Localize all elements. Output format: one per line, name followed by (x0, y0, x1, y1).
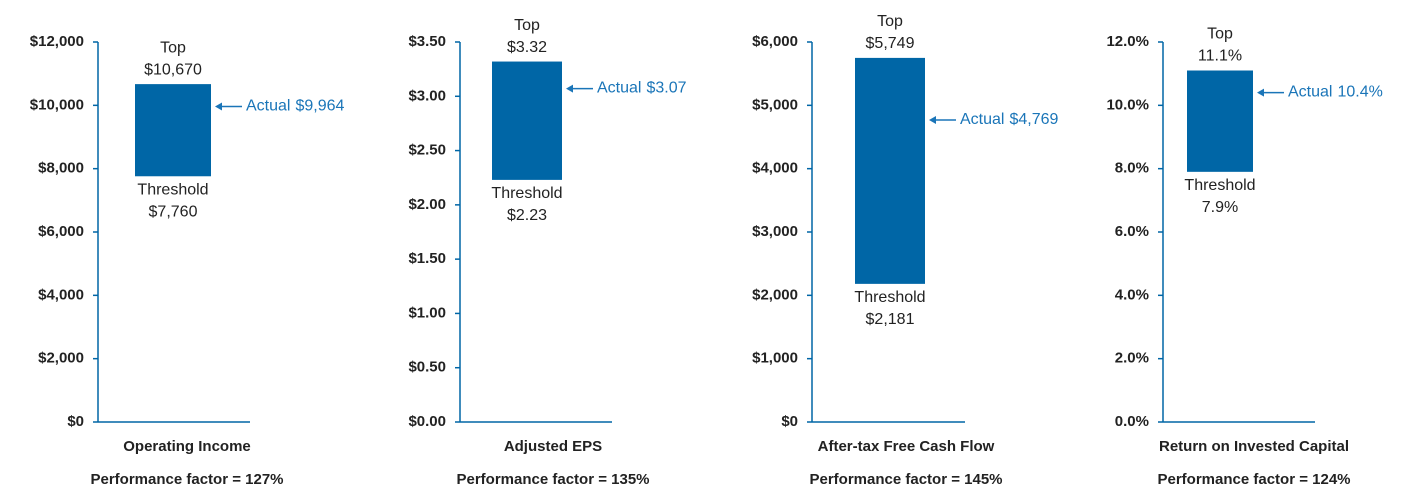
y-tick-label: 8.0% (1115, 160, 1149, 177)
y-tick-label: $3.50 (408, 33, 446, 50)
y-tick-label: $2,000 (38, 350, 84, 367)
y-tick-label: $4,000 (752, 160, 798, 177)
y-tick-label: $1,000 (752, 350, 798, 367)
arrow-head (929, 115, 936, 124)
top-label: Top (1207, 26, 1233, 43)
top-value: $10,670 (144, 61, 202, 78)
y-tick-label: $1.50 (408, 250, 446, 267)
y-tick-label: 10.0% (1106, 96, 1149, 113)
arrow-head (1257, 88, 1264, 97)
threshold-value: 7.9% (1202, 199, 1238, 216)
panel: 0.0% 2.0% 4.0% 6.0% 8.0% 10.0% 12.0% Top 11.1% Th… (1106, 26, 1382, 488)
y-tick-label: $10,000 (30, 96, 84, 113)
panel: $0.00 $0.50 $1.00 $1.50 $2.00 $2.50 $3.00 $3.50… (408, 17, 686, 488)
y-tick-label: 6.0% (1115, 223, 1149, 240)
chart-title: Adjusted EPS (504, 438, 602, 455)
threshold-label: Threshold (854, 289, 925, 306)
y-tick-label: 0.0% (1115, 413, 1149, 430)
actual-value: 10.4% (1337, 84, 1382, 101)
actual-label: Actual $9,964 (246, 98, 345, 115)
top-value: $5,749 (866, 35, 915, 52)
arrow-head (566, 84, 573, 93)
chart-subtitle: Performance factor = 124% (1157, 471, 1350, 488)
y-tick-label: $12,000 (30, 33, 84, 50)
top-label: Top (514, 17, 540, 34)
y-tick-label: 2.0% (1115, 350, 1149, 367)
y-tick-label: $1.00 (408, 304, 446, 321)
panel: $0 $1,000 $2,000 $3,000 $4,000 $5,000 $6,000 To… (752, 13, 1058, 488)
y-tick-label: $6,000 (38, 223, 84, 240)
top-label: Top (160, 39, 186, 56)
actual-word: Actual (1288, 84, 1332, 101)
y-tick-label: $0 (67, 413, 84, 430)
range-bar (492, 61, 562, 180)
actual-word: Actual (960, 111, 1004, 128)
range-bar (135, 84, 211, 177)
chart-subtitle: Performance factor = 135% (456, 471, 649, 488)
range-bar (1187, 70, 1253, 172)
actual-label: Actual $3.07 (597, 80, 687, 97)
threshold-value: $7,760 (149, 203, 198, 220)
y-tick-label: $6,000 (752, 33, 798, 50)
actual-value: $3.07 (646, 80, 686, 97)
threshold-label: Threshold (491, 185, 562, 202)
y-tick-label: $2.00 (408, 196, 446, 213)
threshold-label: Threshold (1184, 177, 1255, 194)
threshold-value: $2,181 (866, 311, 915, 328)
chart-title: Operating Income (123, 438, 251, 455)
actual-label: Actual $4,769 (960, 111, 1059, 128)
y-tick-label: $2.50 (408, 142, 446, 159)
chart-title: Return on Invested Capital (1159, 438, 1349, 455)
chart-subtitle: Performance factor = 145% (809, 471, 1002, 488)
actual-word: Actual (597, 80, 641, 97)
y-tick-label: $8,000 (38, 160, 84, 177)
panel: $0 $2,000 $4,000 $6,000 $8,000 $10,000 $12,000… (30, 33, 345, 488)
y-tick-label: $0.00 (408, 413, 446, 430)
chart-subtitle: Performance factor = 127% (90, 471, 283, 488)
top-label: Top (877, 13, 903, 30)
top-value: 11.1% (1198, 48, 1242, 65)
y-tick-label: $5,000 (752, 96, 798, 113)
threshold-value: $2.23 (507, 207, 547, 224)
y-tick-label: $4,000 (38, 286, 84, 303)
range-bar (855, 57, 925, 284)
actual-value: $9,964 (295, 98, 344, 115)
y-tick-label: $0 (781, 413, 798, 430)
actual-label: Actual 10.4% (1288, 84, 1383, 101)
actual-word: Actual (246, 98, 290, 115)
actual-value: $4,769 (1009, 111, 1058, 128)
y-tick-label: 4.0% (1115, 286, 1149, 303)
y-tick-label: $3,000 (752, 223, 798, 240)
threshold-label: Threshold (137, 181, 208, 198)
y-tick-label: $0.50 (408, 359, 446, 376)
y-tick-label: $2,000 (752, 286, 798, 303)
y-tick-label: 12.0% (1106, 33, 1149, 50)
chart-title: After-tax Free Cash Flow (818, 438, 995, 455)
arrow-head (215, 102, 222, 111)
y-tick-label: $3.00 (408, 87, 446, 104)
top-value: $3.32 (507, 39, 547, 56)
